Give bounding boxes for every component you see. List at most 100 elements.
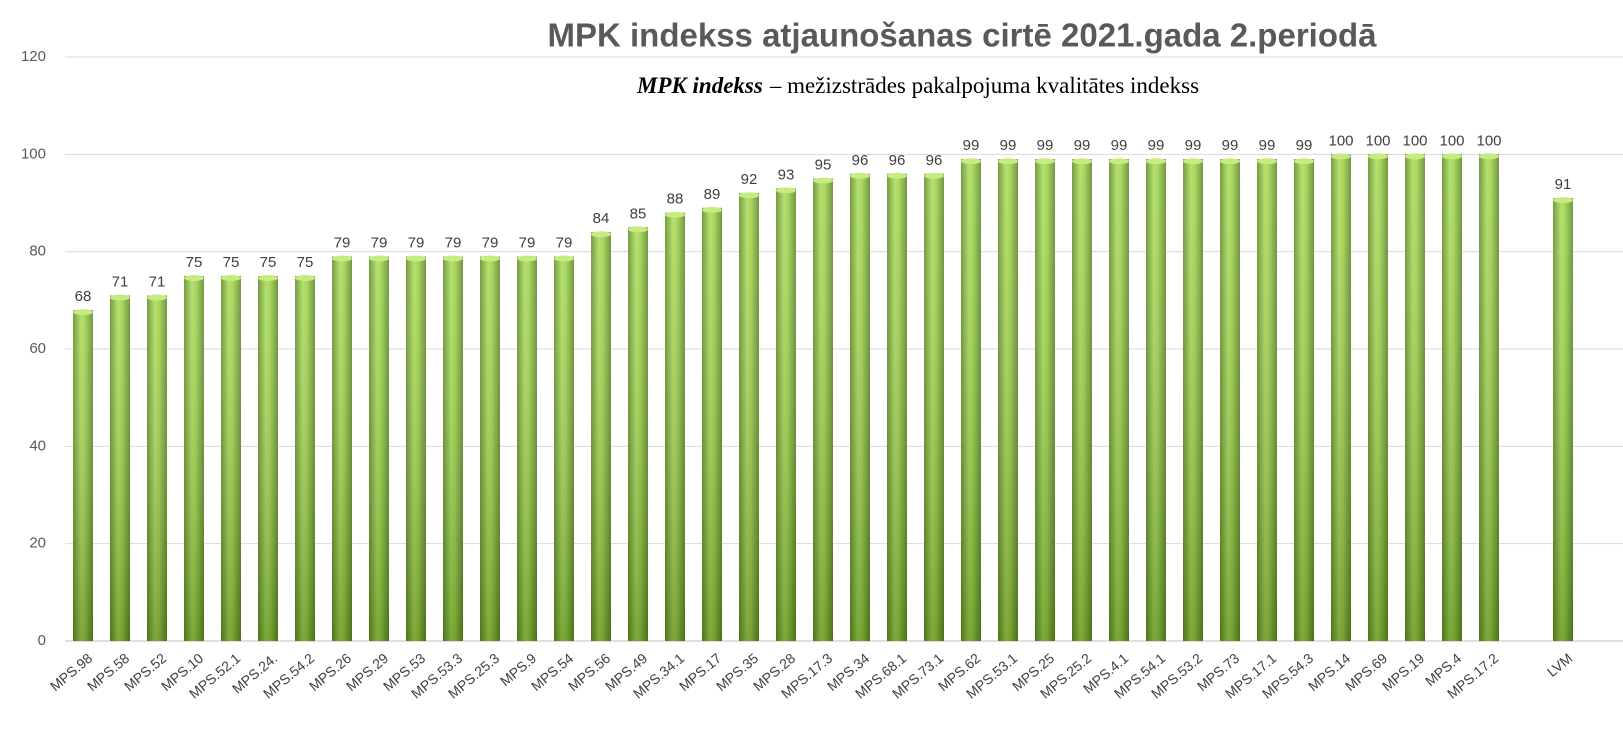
- bar-shade: [961, 159, 981, 641]
- y-tick-label: 20: [29, 535, 46, 552]
- bar-group: [1553, 197, 1573, 641]
- bar-cap: [1072, 158, 1092, 165]
- bar-group: [887, 172, 907, 642]
- bar-group: [776, 187, 796, 641]
- value-label: 99: [1296, 137, 1313, 154]
- bar-cap: [1479, 153, 1499, 160]
- bar-cap: [1257, 158, 1277, 165]
- bar-group: [480, 255, 500, 641]
- bar-group: [406, 255, 426, 641]
- bar-cap: [147, 294, 167, 301]
- value-label: 99: [1037, 137, 1054, 154]
- bar-cap: [1294, 158, 1314, 165]
- bar-group: [813, 177, 833, 641]
- bar-shade: [850, 173, 870, 642]
- bar-shade: [665, 212, 685, 641]
- bar-shade: [369, 256, 389, 641]
- value-label: 96: [889, 152, 906, 169]
- bar-group: [1109, 158, 1129, 641]
- bar-group: [1479, 153, 1499, 642]
- value-label: 99: [1185, 137, 1202, 154]
- bar-cap: [332, 255, 352, 262]
- value-label: 100: [1365, 132, 1390, 149]
- value-label: 96: [926, 152, 943, 169]
- bar-group: [1405, 153, 1425, 642]
- bar-cap: [1146, 158, 1166, 165]
- bar-group: [1035, 158, 1055, 641]
- bar-group: [1442, 153, 1462, 642]
- bar-shade: [924, 173, 944, 642]
- bar-shade: [1294, 159, 1314, 641]
- bar-cap: [1109, 158, 1129, 165]
- bar-group: [332, 255, 352, 641]
- bar-shade: [1109, 159, 1129, 641]
- bar-cap: [406, 255, 426, 262]
- value-label: 99: [1111, 137, 1128, 154]
- bar-cap: [702, 206, 722, 213]
- bar-shade: [702, 207, 722, 641]
- bar-group: [1331, 153, 1351, 642]
- value-label: 75: [260, 254, 277, 271]
- bar-shade: [221, 276, 241, 641]
- value-label: 91: [1555, 176, 1572, 193]
- bar-cap: [924, 172, 944, 179]
- bar-group: [1294, 158, 1314, 641]
- bar-group: [1220, 158, 1240, 641]
- bar-group: [739, 192, 759, 641]
- value-label: 79: [371, 235, 388, 252]
- bar-shade: [739, 193, 759, 641]
- value-label: 75: [223, 254, 240, 271]
- chart-subtitle: MPK indekss – mežizstrādes pakalpojuma kv…: [636, 73, 1199, 98]
- value-label: 100: [1402, 132, 1427, 149]
- bar-shade: [1146, 159, 1166, 641]
- bar-group: [110, 294, 130, 641]
- bar-shade: [184, 276, 204, 641]
- value-label: 79: [556, 235, 573, 252]
- bar-group: [184, 275, 204, 641]
- value-label: 79: [445, 235, 462, 252]
- x-tick-label: LVM: [1544, 650, 1576, 680]
- bar-group: [1183, 158, 1203, 641]
- bar-cap: [887, 172, 907, 179]
- value-label: 79: [519, 235, 536, 252]
- bar-shade: [591, 232, 611, 641]
- bar-shade: [813, 178, 833, 641]
- bar-cap: [221, 275, 241, 281]
- bar-group: [850, 172, 870, 642]
- bar-group: [1368, 153, 1388, 642]
- bar-cap: [1553, 197, 1573, 204]
- bar-cap: [295, 275, 315, 281]
- bar-cap: [813, 177, 833, 184]
- bar-cap: [1183, 158, 1203, 165]
- y-tick-label: 120: [21, 48, 46, 65]
- bar-cap: [665, 211, 685, 218]
- value-label: 100: [1328, 132, 1353, 149]
- bar-cap: [1442, 153, 1462, 160]
- bar-shade: [776, 188, 796, 641]
- bar-shade: [554, 256, 574, 641]
- bar-group: [1146, 158, 1166, 641]
- bar-shade: [1072, 159, 1092, 641]
- bar-group: [628, 226, 648, 642]
- value-label: 99: [1259, 137, 1276, 154]
- y-tick-label: 100: [21, 145, 46, 162]
- bar-shade: [110, 295, 130, 641]
- value-label: 89: [704, 186, 721, 203]
- bar-shade: [1183, 159, 1203, 641]
- value-label: 99: [963, 137, 980, 154]
- bar-shade: [258, 276, 278, 641]
- bar-group: [998, 158, 1018, 641]
- y-tick-label: 40: [29, 437, 46, 454]
- bar-cap: [73, 309, 93, 316]
- bar-group: [147, 294, 167, 641]
- value-label: 79: [482, 235, 499, 252]
- value-label: 75: [186, 254, 203, 271]
- value-label: 68: [75, 288, 92, 305]
- value-label: 99: [1222, 137, 1239, 154]
- bar-group: [702, 206, 722, 641]
- bar-shade: [887, 173, 907, 642]
- y-tick-label: 60: [29, 340, 46, 357]
- bar-group: [1257, 158, 1277, 641]
